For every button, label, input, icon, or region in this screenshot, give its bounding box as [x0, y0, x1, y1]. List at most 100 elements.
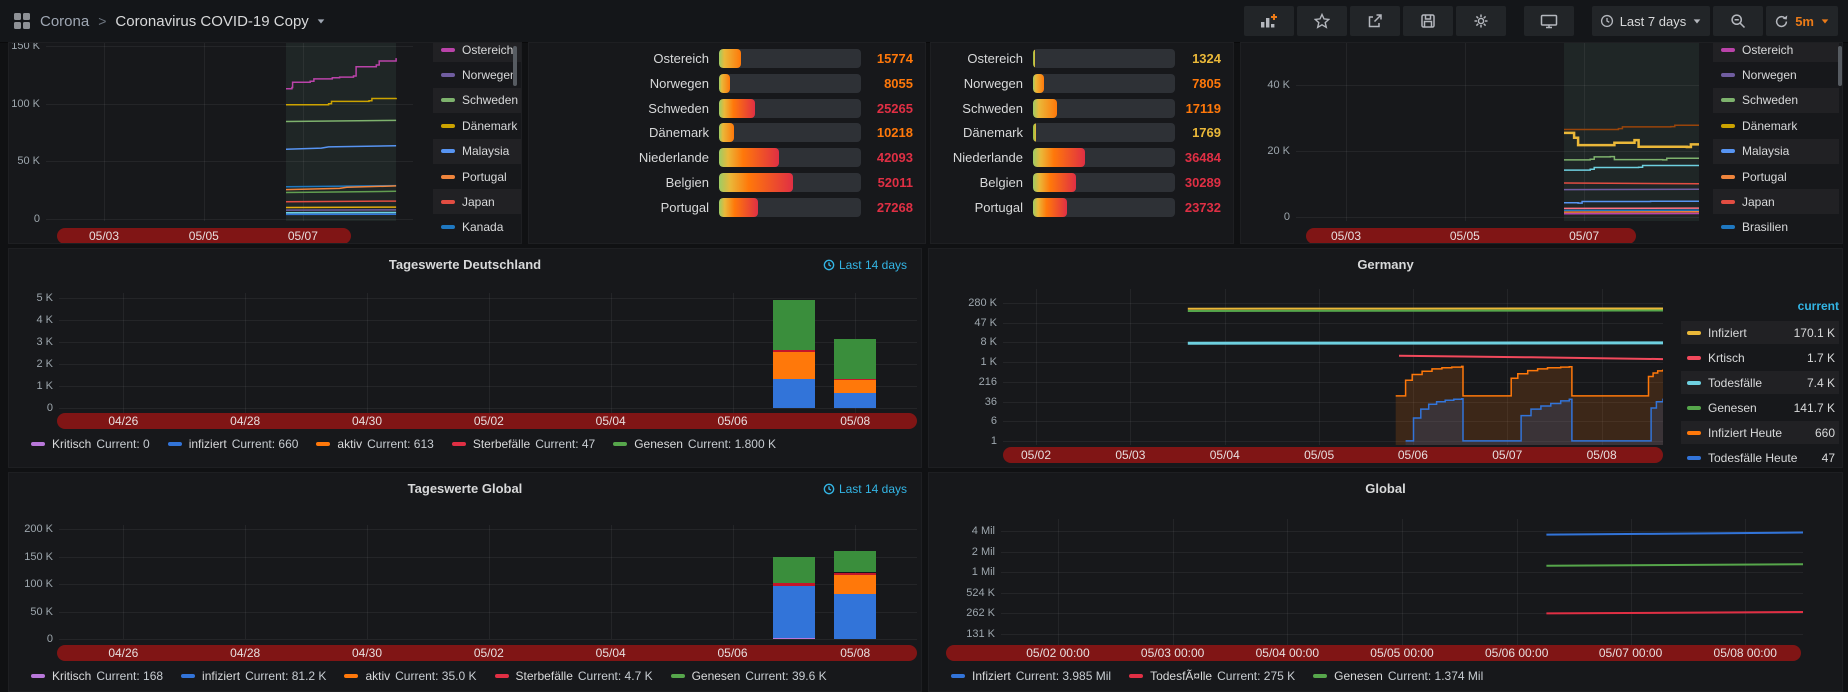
- bar-gauge-track: [1033, 49, 1175, 68]
- legend-label: Dänemark: [1742, 118, 1798, 133]
- series-canvas: [1187, 307, 1663, 445]
- legend-item-Kritisch[interactable]: Kritisch Current: 168: [31, 669, 163, 683]
- save-button[interactable]: [1402, 6, 1453, 36]
- x-axis-label: 04/28: [230, 414, 261, 428]
- legend-scrollbar[interactable]: [513, 46, 517, 86]
- gridline: [1001, 572, 1803, 574]
- grafana-apps-icon[interactable]: [14, 13, 30, 29]
- legend-label: Schweden: [1742, 93, 1799, 108]
- title-caret-icon[interactable]: [316, 16, 326, 26]
- legend-item-Brasilien[interactable]: Brasilien: [1713, 215, 1839, 240]
- time-axis: 05/03 05/05 05/07: [57, 228, 351, 243]
- legend-item-aktiv[interactable]: aktiv Current: 613: [316, 437, 434, 451]
- gridline: [245, 293, 247, 413]
- legend-item-Ostereich[interactable]: Ostereich: [1713, 43, 1839, 62]
- bar-gauge-label: Dänemark: [963, 125, 1023, 141]
- series-Dänemark: [1564, 131, 1699, 149]
- panel-legend: Kritisch Current: 168 infiziert Current: 81…: [31, 669, 827, 683]
- legend-color-dash: [613, 442, 628, 446]
- panel-title[interactable]: Tageswerte Global: [407, 481, 523, 496]
- last-14-days-link[interactable]: Last 14 days: [823, 258, 907, 272]
- x-axis-label: 05/06: [1397, 448, 1428, 462]
- settings-button[interactable]: [1455, 6, 1506, 36]
- refresh-button[interactable]: 5m: [1766, 6, 1838, 36]
- legend-current-value: Current: 613: [367, 437, 434, 451]
- legend-item-Sterbefälle[interactable]: Sterbefälle Current: 4.7 K: [494, 669, 653, 683]
- legend-item-Infiziert Heute[interactable]: Infiziert Heute 660: [1681, 421, 1839, 444]
- legend-item-aktiv[interactable]: aktiv Current: 35.0 K: [344, 669, 477, 683]
- gridline: [59, 386, 917, 387]
- share-button[interactable]: [1349, 6, 1400, 36]
- x-axis-label: 05/02: [1020, 448, 1052, 462]
- legend-item-Infiziert[interactable]: Infiziert 170.1 K: [1681, 321, 1839, 344]
- legend-item-Todesfälle Heute[interactable]: Todesfälle Heute 47: [1681, 446, 1839, 467]
- legend-item-Malaysia[interactable]: Malaysia: [1713, 138, 1839, 164]
- legend-item-Norwegen[interactable]: Norwegen: [1713, 62, 1839, 87]
- legend-item-Norwegen[interactable]: Norwegen: [433, 62, 521, 87]
- x-axis-label: 05/05: [1449, 229, 1480, 243]
- legend-current-value: Current: 1.800 K: [687, 437, 776, 451]
- legend-item-infiziert[interactable]: infiziert Current: 81.2 K: [181, 669, 326, 683]
- legend-item-Genesen[interactable]: Genesen 141.7 K: [1681, 396, 1839, 419]
- bar-gauge-label: Belgien: [665, 175, 709, 190]
- legend-color-dash: [670, 674, 685, 678]
- legend-color-dash: [441, 47, 455, 52]
- time-axis: 05/03 05/05 05/07: [1306, 228, 1636, 243]
- breadcrumb-folder[interactable]: Corona: [40, 12, 90, 30]
- legend-item-Genesen[interactable]: Genesen Current: 1.800 K: [613, 437, 776, 451]
- legend-item-Genesen[interactable]: Genesen Current: 1.374 Mil: [1313, 669, 1483, 683]
- last-14-days-link[interactable]: Last 14 days: [823, 482, 907, 496]
- x-axis-label: 05/04 00:00: [1255, 646, 1320, 660]
- gridline: [1224, 289, 1226, 445]
- y-axis-label: 4 K: [36, 314, 53, 326]
- gridline: [1001, 551, 1803, 553]
- legend-scrollbar[interactable]: [1838, 46, 1842, 86]
- germany-panel: Germany 280 K 47 K 8 K 1 K 216 36 6 1 05/02 05/03…: [928, 248, 1843, 468]
- time-range-picker[interactable]: Last 7 days: [1591, 6, 1711, 36]
- legend-item-Kanada[interactable]: Kanada: [433, 215, 521, 240]
- legend-item-Schweden[interactable]: Schweden: [1713, 87, 1839, 113]
- zoom-out-button[interactable]: [1713, 6, 1764, 36]
- dashboard-title[interactable]: Coronavirus COVID-19 Copy: [115, 12, 309, 30]
- bar-gauge-label: Norwegen: [963, 75, 1023, 91]
- gridline: [46, 46, 413, 47]
- legend-item-Japan[interactable]: Japan: [433, 189, 521, 215]
- legend-item-Krtisch[interactable]: Krtisch 1.7 K: [1681, 346, 1839, 369]
- legend-item-Portugal[interactable]: Portugal: [433, 164, 521, 189]
- legend-current-value: 660: [1814, 425, 1835, 440]
- legend-item-TodesfÃ¤lle[interactable]: TodesfÃ¤lle Current: 275 K: [1129, 669, 1295, 683]
- legend-item-Sterbefälle[interactable]: Sterbefälle Current: 47: [451, 437, 595, 451]
- y-axis-label: 131 K: [966, 628, 995, 640]
- legend-item-Japan[interactable]: Japan: [1713, 189, 1839, 215]
- legend-item-Infiziert[interactable]: Infiziert Current: 3.985 Mil: [951, 669, 1111, 683]
- bar-segment-aktiv: [834, 575, 877, 595]
- legend-item-Dänemark[interactable]: Dänemark: [433, 113, 521, 138]
- plot-area: [59, 293, 917, 413]
- gridline: [46, 219, 413, 220]
- legend-item-Todesfälle[interactable]: Todesfälle 7.4 K: [1681, 371, 1839, 394]
- legend-item-Dänemark[interactable]: Dänemark: [1713, 113, 1839, 138]
- legend-item-Kritisch[interactable]: Kritisch Current: 0: [31, 437, 150, 451]
- legend-color-dash: [951, 674, 965, 678]
- gridline: [488, 293, 490, 413]
- legend-item-Genesen[interactable]: Genesen Current: 39.6 K: [670, 669, 827, 683]
- bar-gauge-label: Ostereich: [653, 51, 709, 66]
- panel-title[interactable]: Germany: [1357, 257, 1414, 272]
- gauge-row-Belgien: Belgien 52011: [541, 172, 913, 193]
- legend-label: Kritisch: [52, 437, 92, 451]
- star-button[interactable]: [1296, 6, 1347, 36]
- legend-item-infiziert[interactable]: infiziert Current: 660: [167, 437, 298, 451]
- bar-segment-Genesen: [834, 339, 877, 379]
- panel-title[interactable]: Tageswerte Deutschland: [388, 257, 542, 272]
- legend-item-Malaysia[interactable]: Malaysia: [433, 138, 521, 164]
- legend-item-Ostereich[interactable]: Ostereich: [433, 43, 521, 62]
- tv-mode-button[interactable]: [1523, 6, 1574, 36]
- legend-item-Schweden[interactable]: Schweden: [433, 87, 521, 113]
- panel-title[interactable]: Global: [1365, 481, 1406, 496]
- y-axis-label: 5 K: [36, 292, 53, 304]
- add-panel-button[interactable]: [1243, 6, 1294, 36]
- bar-segment-Genesen: [773, 300, 816, 350]
- y-axis-label: 524 K: [966, 586, 995, 599]
- legend-item-Portugal[interactable]: Portugal: [1713, 164, 1839, 189]
- y-axis-label: 40 K: [1267, 79, 1290, 91]
